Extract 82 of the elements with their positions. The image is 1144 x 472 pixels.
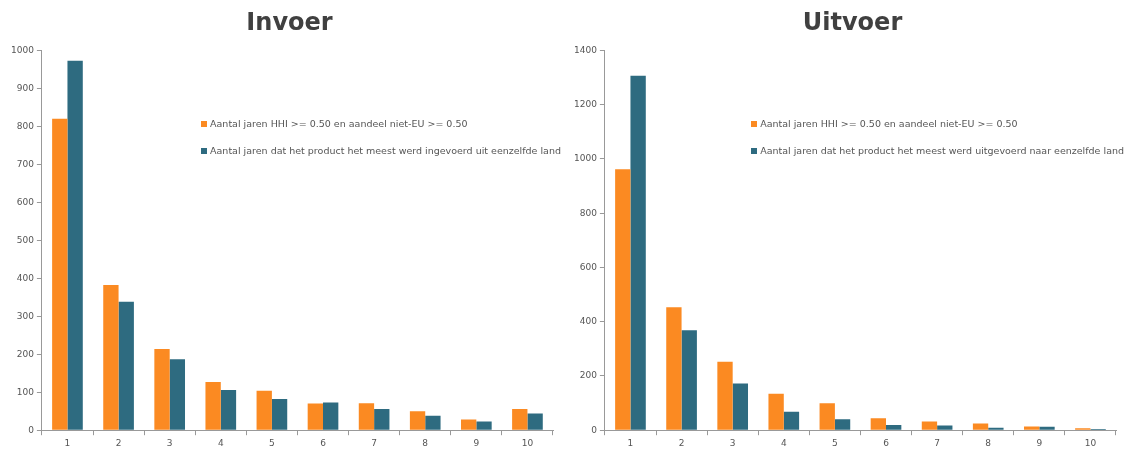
bar bbox=[886, 425, 902, 430]
x-tick-label: 3 bbox=[729, 437, 736, 448]
bar bbox=[1039, 426, 1055, 430]
y-tick-label: 200 bbox=[16, 348, 35, 359]
bar bbox=[52, 118, 68, 430]
x-tick-label: 3 bbox=[166, 437, 173, 448]
y-tick-label: 1000 bbox=[574, 153, 598, 164]
bar bbox=[870, 418, 887, 430]
x-tick-label: 8 bbox=[422, 437, 429, 448]
y-tick-label: 600 bbox=[16, 196, 35, 207]
bar bbox=[732, 383, 749, 430]
bar bbox=[461, 419, 477, 430]
x-tick-label: 9 bbox=[473, 437, 480, 448]
bar bbox=[374, 408, 390, 430]
bar bbox=[220, 389, 237, 430]
x-tick-label: 4 bbox=[217, 437, 224, 448]
x-tick-label: 6 bbox=[320, 437, 327, 448]
x-tick-label: 2 bbox=[678, 437, 685, 448]
x-tick-label: 1 bbox=[64, 437, 71, 448]
bar bbox=[323, 402, 339, 430]
bar bbox=[358, 403, 375, 430]
y-tick-label: 400 bbox=[16, 272, 35, 283]
chart-title: Uitvoer bbox=[801, 8, 904, 38]
y-tick-label: 0 bbox=[28, 424, 35, 435]
x-tick-label: 5 bbox=[269, 437, 275, 448]
x-tick-label: 4 bbox=[780, 437, 787, 448]
bar bbox=[921, 421, 938, 430]
y-tick-label: 800 bbox=[579, 207, 598, 218]
bar bbox=[118, 301, 134, 430]
bar bbox=[476, 421, 492, 430]
y-tick-label: 100 bbox=[16, 386, 35, 397]
x-tick-label: 8 bbox=[985, 437, 992, 448]
y-tick-label: 800 bbox=[16, 120, 35, 131]
bar bbox=[630, 75, 646, 430]
y-tick-label: 1400 bbox=[574, 44, 598, 55]
bar bbox=[154, 348, 170, 430]
y-tick-label: 0 bbox=[591, 424, 598, 435]
bar bbox=[681, 330, 697, 430]
legend-label: Aantal jaren dat het product het meest werd ingevoerd uit eenzelfde land bbox=[210, 145, 561, 156]
bar bbox=[615, 169, 631, 430]
legend-label: Aantal jaren HHI >= 0.50 en aandeel niet-EU >= 0.50 bbox=[760, 118, 1018, 129]
bar bbox=[103, 285, 119, 430]
y-tick-label: 1000 bbox=[11, 44, 35, 55]
y-tick-label: 400 bbox=[579, 316, 598, 327]
bar bbox=[1024, 426, 1040, 430]
x-tick-label: 6 bbox=[883, 437, 890, 448]
bar bbox=[819, 403, 835, 430]
x-tick-label: 7 bbox=[934, 437, 940, 448]
bar bbox=[205, 381, 221, 430]
x-tick-label: 10 bbox=[1084, 437, 1097, 448]
bar bbox=[937, 425, 953, 430]
x-tick-label: 10 bbox=[521, 437, 534, 448]
y-tick-label: 200 bbox=[579, 370, 598, 381]
bar bbox=[972, 423, 989, 430]
x-tick-label: 1 bbox=[627, 437, 634, 448]
y-tick-label: 1200 bbox=[574, 99, 598, 109]
y-tick-label: 900 bbox=[16, 82, 35, 93]
x-tick-label: 5 bbox=[832, 437, 838, 448]
x-tick-label: 9 bbox=[1036, 437, 1043, 448]
bar bbox=[834, 419, 851, 430]
x-tick-label: 7 bbox=[371, 437, 377, 448]
bar bbox=[768, 393, 784, 430]
bar bbox=[527, 413, 543, 430]
y-tick-label: 700 bbox=[16, 158, 35, 169]
y-tick-label: 500 bbox=[16, 234, 35, 245]
bar bbox=[409, 411, 426, 430]
bar bbox=[783, 411, 800, 430]
chart-title: Invoer bbox=[245, 8, 334, 38]
bar bbox=[256, 390, 272, 430]
y-tick-label: 300 bbox=[16, 310, 35, 321]
bar bbox=[169, 359, 186, 430]
x-tick-label: 2 bbox=[115, 437, 122, 448]
bar bbox=[307, 403, 324, 430]
bar bbox=[512, 408, 528, 430]
bar bbox=[666, 307, 682, 430]
bar bbox=[67, 60, 83, 430]
y-tick-label: 600 bbox=[579, 261, 598, 272]
bar bbox=[717, 361, 733, 430]
legend-label: Aantal jaren HHI >= 0.50 en aandeel niet-EU >= 0.50 bbox=[210, 118, 468, 129]
bar bbox=[425, 415, 441, 430]
legend-label: Aantal jaren dat het product het meest werd uitgevoerd naar eenzelfde land bbox=[760, 145, 1124, 156]
bar bbox=[271, 399, 288, 430]
